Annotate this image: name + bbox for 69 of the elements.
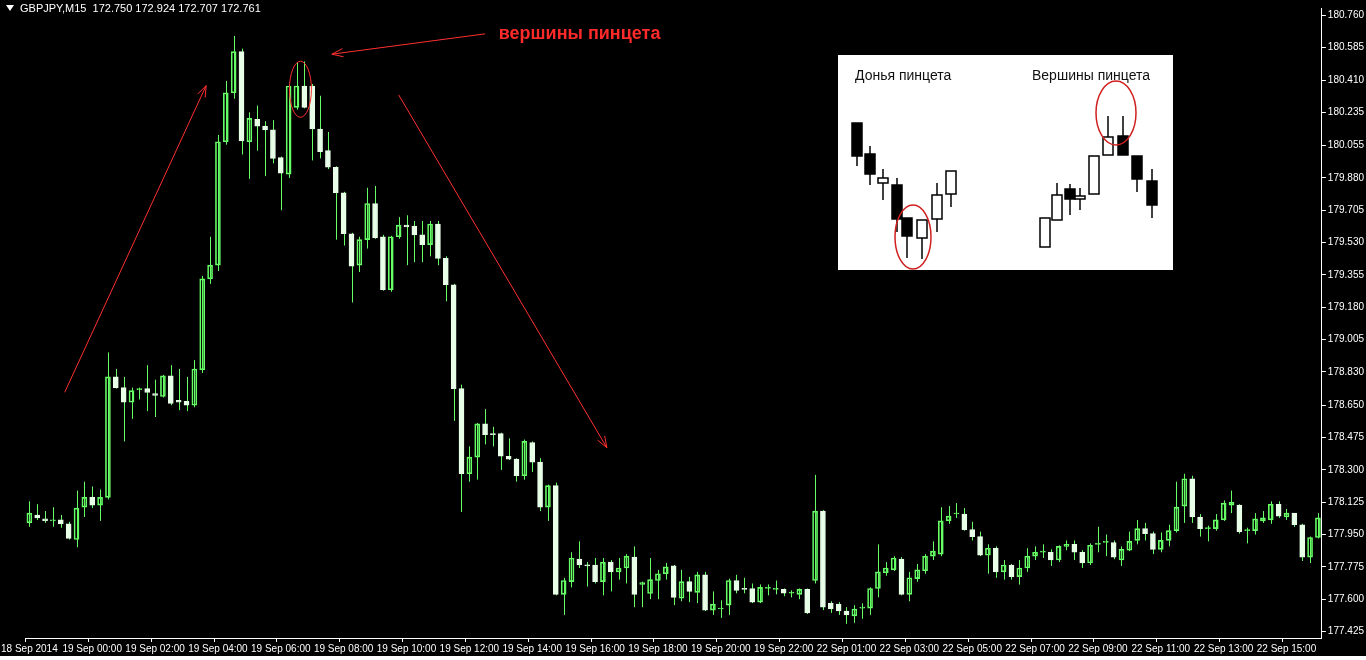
x-tick-label: 19 Sep 12:00 [439, 642, 500, 654]
y-tick-label: 179.530 [1327, 236, 1365, 248]
x-tick-label: 19 Sep 04:00 [188, 642, 249, 654]
candlestick [1197, 513, 1203, 538]
x-tick-label: 22 Sep 15:00 [1256, 642, 1317, 654]
y-tick-label: 178.650 [1327, 398, 1365, 410]
x-tick-label: 19 Sep 20:00 [691, 642, 751, 654]
x-tick-label: 19 Sep 14:00 [502, 642, 563, 654]
candlestick [749, 583, 756, 604]
chart-title: GBPJPY,M15 172.750 172.924 172.707 172.761 [20, 1, 261, 14]
y-tick-label: 177.950 [1327, 528, 1365, 540]
annotation: Вершины пинцета [1032, 67, 1151, 83]
y-tick-label: 177.425 [1327, 625, 1365, 637]
candlestick [277, 156, 284, 211]
candlestick [584, 561, 591, 587]
y-tick-label: 179.180 [1327, 301, 1365, 313]
x-tick-label: 19 Sep 08:00 [313, 642, 374, 654]
candlestick [529, 440, 536, 473]
x-tick-label: 18 Sep 2014 [1, 642, 59, 654]
candlestick [317, 95, 323, 159]
candlestick [325, 131, 331, 170]
x-tick-label: 22 Sep 09:00 [1068, 642, 1129, 654]
candlestick [112, 368, 119, 390]
y-tick-label: 177.775 [1327, 560, 1365, 572]
y-tick-label: 180.235 [1327, 106, 1365, 118]
y-tick-label: 179.005 [1327, 333, 1365, 345]
y-tick-label: 177.600 [1327, 592, 1365, 604]
x-tick-label: 19 Sep 16:00 [565, 642, 626, 654]
candlestick [1150, 531, 1156, 555]
x-tick-label: 22 Sep 05:00 [942, 642, 1003, 654]
x-tick-label: 19 Sep 02:00 [125, 642, 186, 654]
y-tick-label: 179.705 [1327, 204, 1365, 216]
y-tick-label: 180.055 [1327, 139, 1365, 151]
candlestick [497, 432, 504, 471]
y-tick-label: 179.355 [1327, 268, 1365, 280]
candlestick [144, 364, 151, 412]
x-tick-label: 19 Sep 10:00 [376, 642, 437, 654]
y-tick-label: 178.830 [1327, 365, 1365, 377]
x-tick-label: 22 Sep 03:00 [879, 642, 940, 654]
annotation: вершины пинцета [498, 22, 662, 43]
y-tick-label: 180.760 [1327, 9, 1365, 21]
x-tick-label: 19 Sep 22:00 [753, 642, 814, 654]
x-tick-label: 22 Sep 11:00 [1131, 642, 1191, 654]
candlestick [804, 587, 811, 615]
candlestick [175, 368, 182, 411]
candlestick [977, 531, 983, 557]
candlestick [592, 557, 598, 584]
x-tick-label: 22 Sep 07:00 [1005, 642, 1066, 654]
candlestick [254, 105, 261, 152]
y-tick-label: 179.880 [1327, 171, 1365, 183]
y-tick-label: 178.300 [1327, 463, 1365, 475]
candlestick [183, 376, 190, 412]
y-tick-label: 180.585 [1327, 41, 1365, 53]
candlestick [89, 486, 96, 509]
candlestick [607, 559, 614, 592]
y-tick-label: 178.125 [1327, 495, 1365, 507]
candlestick [969, 521, 976, 541]
y-tick-label: 178.475 [1327, 431, 1365, 443]
annotation: Донья пинцета [855, 67, 952, 83]
x-tick-label: 19 Sep 18:00 [628, 642, 689, 654]
x-tick-label: 22 Sep 01:00 [816, 642, 877, 654]
y-tick-label: 180.410 [1327, 73, 1365, 85]
x-tick-label: 22 Sep 13:00 [1193, 642, 1254, 654]
x-tick-label: 19 Sep 00:00 [62, 642, 123, 654]
candlestick [152, 379, 158, 418]
x-tick-label: 19 Sep 06:00 [251, 642, 311, 654]
candlestick [482, 408, 488, 445]
candlestick [992, 545, 999, 579]
candlestick [419, 220, 426, 263]
